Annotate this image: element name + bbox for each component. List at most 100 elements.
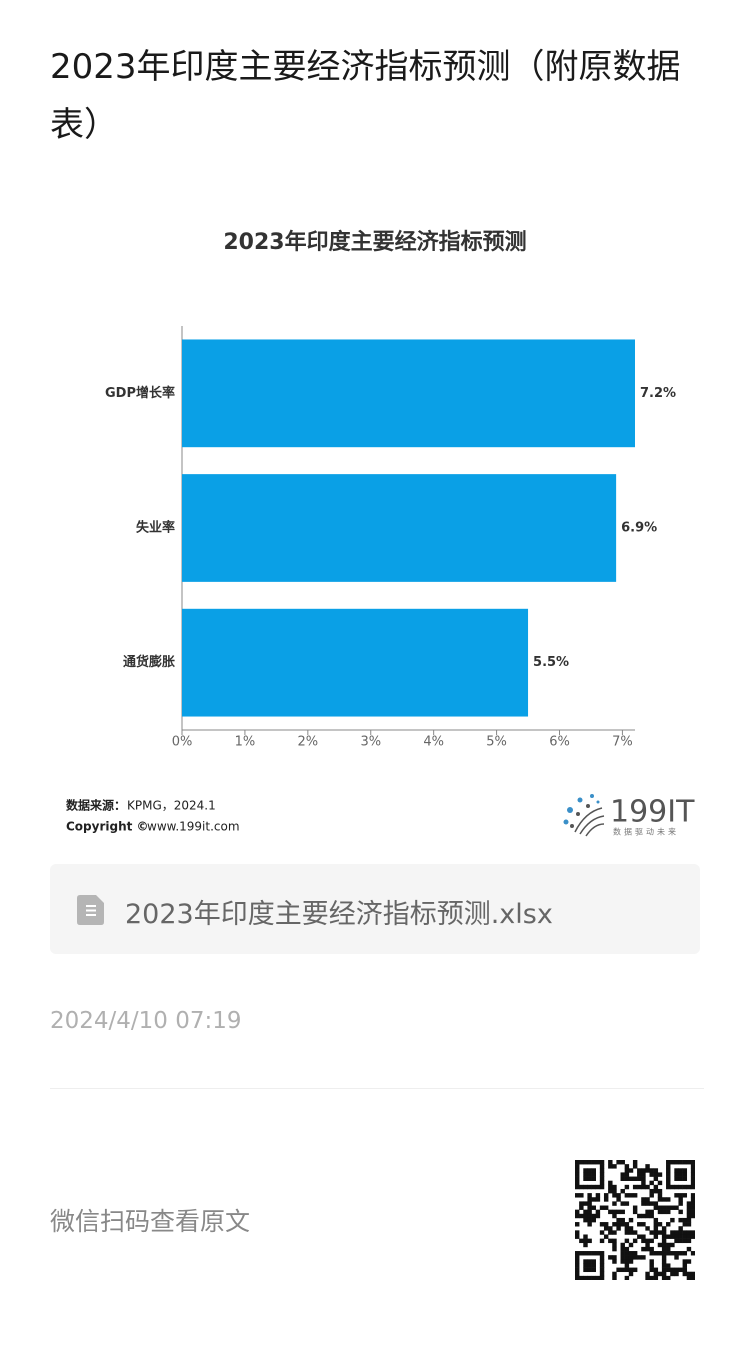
qr-module [661,1205,667,1210]
qr-module [620,1222,625,1227]
qr-module [612,1193,617,1198]
qr-module [583,1251,588,1256]
qr-module [690,1172,695,1177]
qr-module [674,1184,679,1190]
qr-module [591,1197,596,1202]
qr-module [599,1251,605,1256]
qr-module [599,1172,605,1177]
qr-module [670,1271,675,1277]
qr-module [678,1184,683,1190]
qr-module [575,1176,580,1181]
qr-module [632,1251,638,1256]
qr-module [690,1275,695,1280]
qr-module [666,1222,671,1227]
qr-module [674,1255,679,1260]
file-icon [77,895,104,925]
qr-module [575,1263,580,1268]
qr-module [649,1230,654,1235]
qr-module [641,1180,646,1186]
qr-module [595,1213,601,1219]
qr-module [690,1168,695,1173]
qr-module [649,1259,654,1264]
qr-module [587,1184,592,1190]
qr-module [628,1226,634,1231]
qr-module [587,1275,592,1280]
qr-module [612,1222,617,1227]
qr-module [653,1201,659,1206]
qr-module [678,1201,683,1206]
qr-module [587,1176,592,1181]
qr-module [678,1234,683,1239]
qr-module [653,1188,659,1194]
qr-module [645,1164,650,1169]
attachment[interactable]: 2023年印度主要经济指标预测.xlsx [50,864,700,954]
qr-module [686,1222,692,1227]
qr-module [587,1205,592,1210]
qr-module [591,1172,596,1177]
qr-module [599,1230,605,1235]
qr-code [575,1160,695,1280]
qr-module [657,1251,663,1256]
qr-module [682,1263,688,1268]
qr-module [657,1205,663,1210]
qr-module [653,1271,659,1277]
qr-module [641,1201,646,1206]
qr-module [661,1226,667,1231]
qr-module [674,1205,679,1210]
qr-module [624,1222,630,1227]
y-tick-label: 通货膨胀 [123,654,175,670]
qr-module [587,1193,592,1198]
qr-module [632,1267,638,1273]
qr-module [670,1160,675,1165]
qr-module [653,1217,659,1223]
qr-module [682,1238,688,1244]
qr-module [591,1267,596,1273]
qr-module [599,1255,605,1260]
qr-module [653,1172,659,1177]
qr-module [653,1251,659,1256]
qr-module [661,1259,667,1264]
qr-module [649,1251,654,1256]
logo: 199IT [610,795,695,830]
qr-module [690,1184,695,1190]
qr-module [674,1160,679,1165]
qr-module [620,1176,625,1181]
qr-module [612,1255,617,1260]
qr-module [591,1217,596,1223]
qr-module [575,1209,580,1215]
qr-module [591,1205,596,1210]
qr-module [608,1188,613,1194]
qr-module [612,1230,617,1235]
qr-module [674,1267,679,1273]
qr-module [666,1263,671,1268]
qr-module [632,1255,638,1260]
qr-module [603,1205,609,1210]
qr-module [583,1275,588,1280]
qr-module [661,1230,667,1235]
qr-module [616,1222,621,1227]
qr-module [595,1193,601,1198]
qr-module [670,1217,675,1223]
qr-module [645,1184,650,1190]
qr-module [666,1180,671,1186]
qr-module [583,1238,588,1244]
qr-module [645,1197,650,1202]
qr-module [649,1246,654,1252]
qr-module [641,1238,646,1244]
qr-module [616,1197,621,1202]
qr-module [587,1263,592,1268]
qr-module [575,1164,580,1169]
qr-module [632,1160,638,1165]
qr-module [620,1201,625,1206]
qr-module [591,1160,596,1165]
qr-module [591,1259,596,1264]
qr-module [583,1172,588,1177]
qr-module [666,1209,671,1215]
qr-module [674,1168,679,1173]
qr-module [678,1267,683,1273]
qr-module [575,1267,580,1273]
qr-module [599,1259,605,1264]
qr-module [649,1193,654,1198]
copyright-label: Copyright © [66,820,149,834]
qr-module [653,1205,659,1210]
